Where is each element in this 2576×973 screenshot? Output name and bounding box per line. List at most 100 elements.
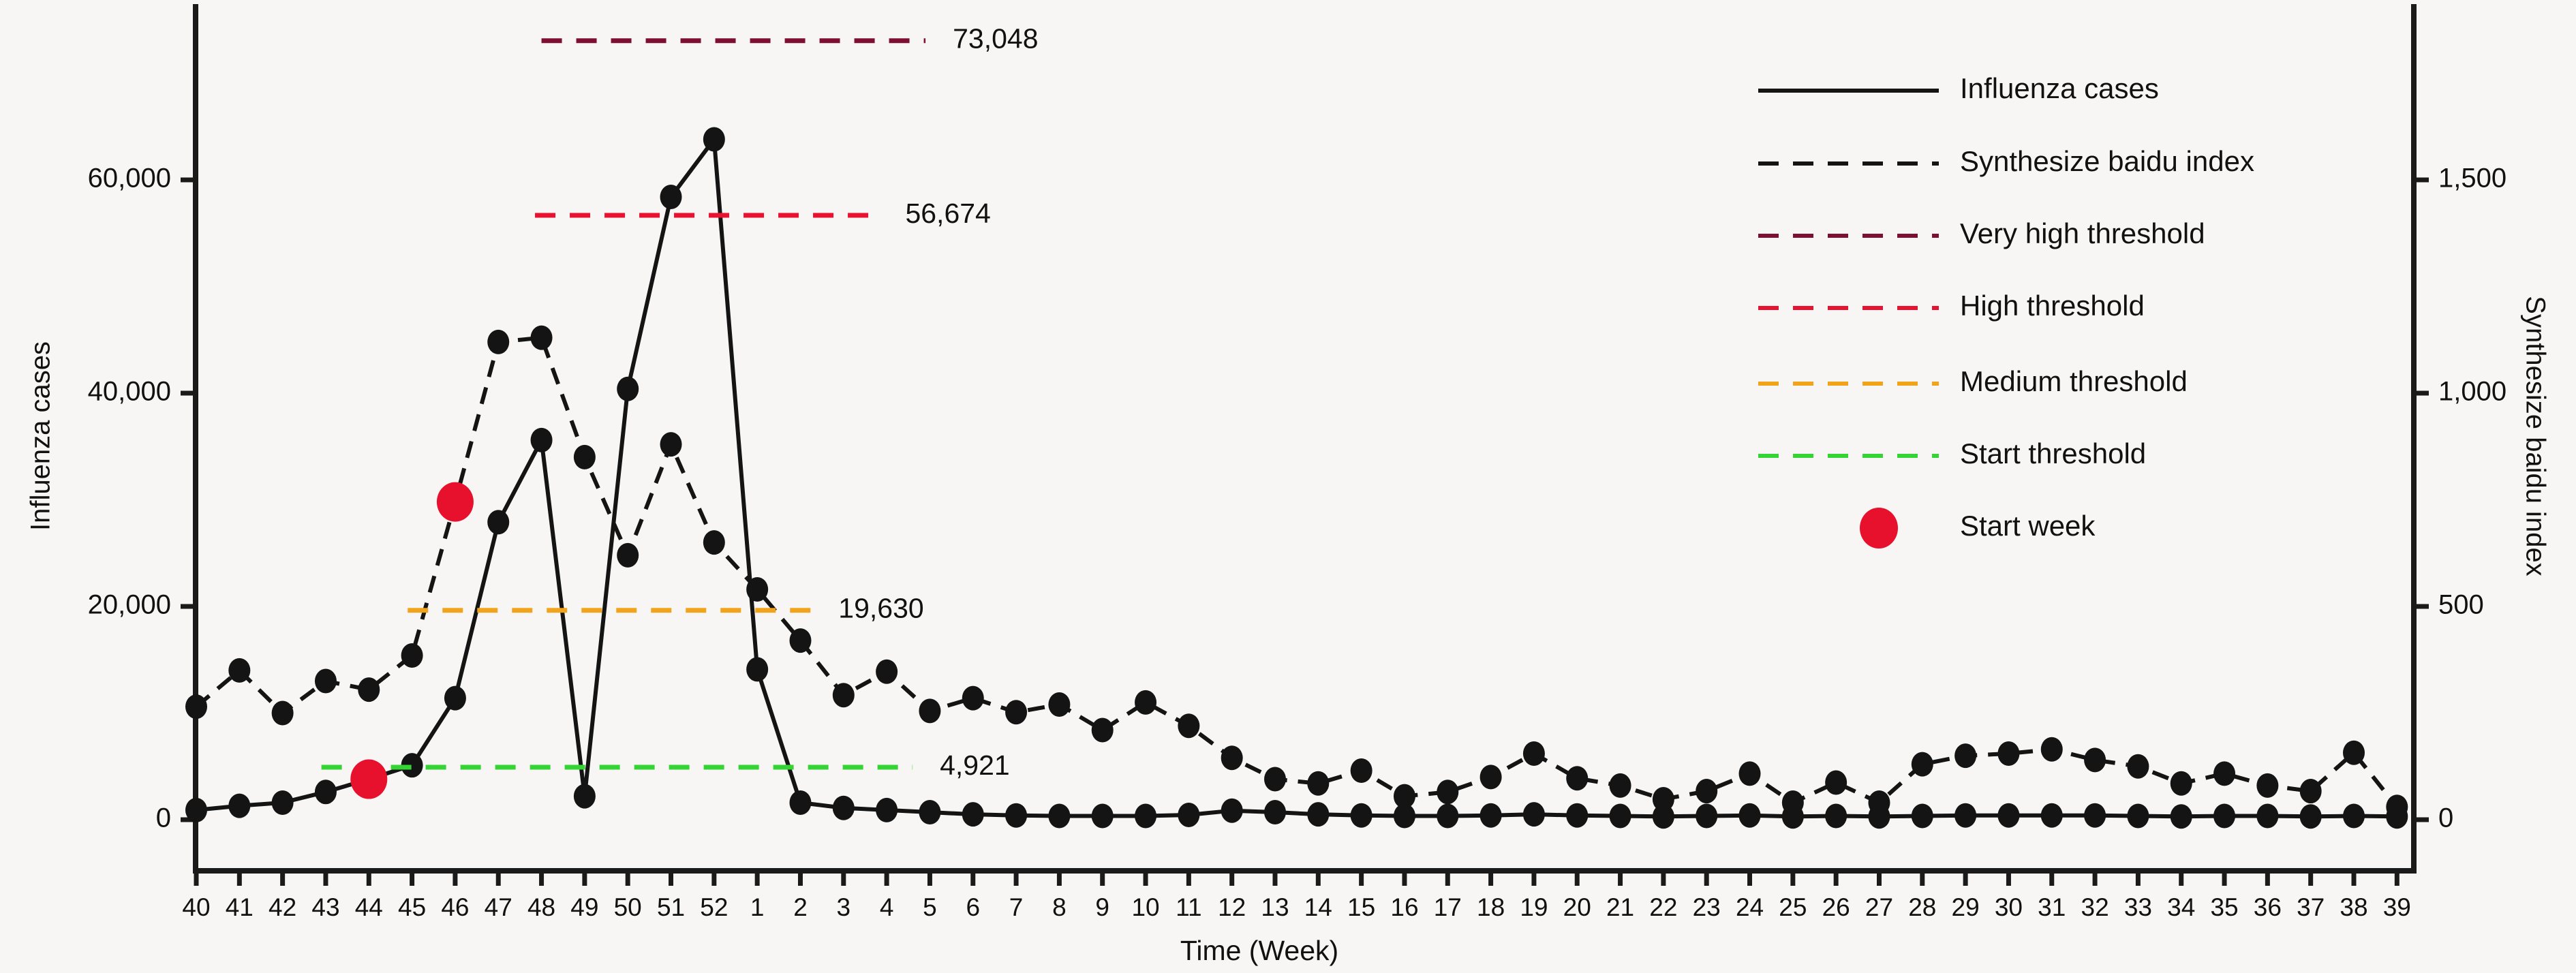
baidu-point-week-2 (789, 628, 812, 653)
x-axis-title: Time (Week) (1180, 935, 1338, 966)
x-tick-label-week-26: 26 (1822, 893, 1850, 921)
x-tick-label-week-19: 19 (1520, 893, 1548, 921)
baidu-index-line (195, 335, 2399, 809)
baidu-point-week-1 (746, 576, 769, 602)
baidu-point-week-13 (1264, 767, 1286, 792)
influenza-point-week-31 (2040, 803, 2063, 828)
influenza-point-week-10 (1135, 803, 1157, 829)
baidu-point-week-25 (1781, 790, 1804, 815)
x-tick-label-week-17: 17 (1434, 893, 1462, 921)
baidu-point-week-14 (1307, 771, 1330, 796)
x-tick-label-week-18: 18 (1477, 893, 1505, 921)
influenza-point-week-52 (703, 127, 725, 152)
legend: Influenza cases Synthesize baidu index Ver… (1758, 72, 2254, 549)
x-tick-label-week-4: 4 (880, 893, 894, 921)
baidu-point-week-49 (573, 444, 596, 469)
influenza-point-week-28 (1911, 803, 1933, 829)
baidu-point-week-8 (1048, 692, 1071, 717)
influenza-point-week-14 (1307, 802, 1330, 827)
x-tick-label-week-47: 47 (485, 893, 512, 921)
x-tick-label-week-8: 8 (1052, 893, 1067, 921)
baidu-point-week-4 (876, 659, 898, 684)
legend-label-very-high-threshold: Very high threshold (1960, 217, 2205, 249)
x-tick-label-week-15: 15 (1347, 893, 1375, 921)
x-tick-label-week-3: 3 (837, 893, 851, 921)
y-right-tick-label: 500 (2438, 590, 2484, 620)
influenza-point-week-17 (1437, 803, 1459, 829)
x-tick-label-week-21: 21 (1606, 893, 1634, 921)
baidu-point-week-45 (401, 643, 423, 668)
baidu-point-week-50 (617, 542, 639, 568)
baidu-point-week-20 (1566, 766, 1589, 791)
baidu-point-week-9 (1091, 717, 1114, 743)
x-tick-label-week-38: 38 (2340, 893, 2367, 921)
influenza-point-week-48 (530, 427, 553, 452)
influenza-point-week-49 (573, 784, 596, 809)
x-tick-label-week-6: 6 (966, 893, 980, 921)
influenza-point-week-47 (487, 510, 510, 535)
legend-label-influenza-cases: Influenza cases (1960, 72, 2159, 104)
y-right-tick-label: 1,000 (2438, 377, 2506, 407)
influenza-point-week-32 (2084, 803, 2106, 828)
y-left-tick-label: 0 (156, 803, 171, 833)
influenza-point-week-35 (2213, 803, 2236, 829)
baidu-point-week-24 (1738, 761, 1761, 786)
baidu-point-week-11 (1178, 713, 1200, 739)
start-week-marker-week-44 (350, 759, 388, 799)
x-tick-label-week-28: 28 (1908, 893, 1936, 921)
influenza-point-week-30 (1997, 803, 2020, 828)
legend-label-medium-threshold: Medium threshold (1960, 365, 2188, 397)
influenza-point-week-9 (1091, 803, 1114, 829)
influenza-point-week-45 (401, 753, 423, 778)
baidu-point-week-52 (703, 530, 725, 555)
x-tick-label-week-11: 11 (1176, 893, 1201, 921)
x-tick-label-week-33: 33 (2124, 893, 2152, 921)
x-tick-label-week-1: 1 (750, 893, 765, 921)
x-tick-label-week-22: 22 (1649, 893, 1677, 921)
threshold-label-start-threshold: 4,921 (940, 750, 1010, 781)
x-tick-label-week-35: 35 (2210, 893, 2238, 921)
x-tick-label-week-32: 32 (2081, 893, 2109, 921)
baidu-point-week-28 (1911, 752, 1933, 777)
baidu-point-week-42 (271, 700, 294, 726)
y-left-tick-label: 20,000 (88, 590, 171, 620)
influenza-point-week-50 (617, 376, 639, 401)
baidu-point-week-10 (1135, 690, 1157, 715)
influenza-point-week-3 (832, 795, 855, 820)
influenza-point-week-1 (746, 657, 769, 682)
start-week-marker-week-46 (436, 482, 474, 522)
x-tick-label-week-10: 10 (1131, 893, 1159, 921)
baidu-point-week-16 (1393, 784, 1415, 809)
influenza-point-week-41 (228, 793, 251, 818)
x-tick-label-week-39: 39 (2383, 893, 2411, 921)
threshold-label-very-high-threshold: 73,048 (953, 23, 1038, 55)
baidu-point-week-30 (1997, 741, 2020, 766)
baidu-point-week-22 (1652, 786, 1674, 812)
influenza-point-week-46 (444, 685, 466, 711)
influenza-point-week-6 (962, 802, 984, 827)
influenza-point-week-22 (1652, 804, 1674, 829)
threshold-label-high-threshold: 56,674 (905, 198, 990, 229)
x-tick-label-week-43: 43 (311, 893, 339, 921)
influenza-point-week-12 (1221, 798, 1243, 823)
legend-label-start-week: Start week (1960, 510, 2096, 542)
x-tick-label-week-14: 14 (1304, 893, 1332, 921)
x-tick-label-week-24: 24 (1736, 893, 1764, 921)
baidu-point-week-33 (2127, 754, 2149, 779)
legend-swatch-dot-start-week (1860, 508, 1898, 549)
influenza-point-week-2 (789, 790, 812, 815)
baidu-point-week-41 (228, 658, 251, 683)
x-tick-label-week-27: 27 (1865, 893, 1893, 921)
influenza-point-week-33 (2127, 803, 2149, 829)
y-right-tick-label: 0 (2438, 803, 2453, 833)
influenza-point-week-29 (1954, 803, 1977, 828)
x-tick-label-week-13: 13 (1261, 893, 1289, 921)
baidu-point-week-5 (919, 698, 941, 724)
influenza-point-week-19 (1522, 802, 1545, 827)
influenza-point-week-23 (1696, 803, 1718, 829)
y-axis-title-left: Influenza cases (26, 341, 56, 531)
x-tick-label-week-50: 50 (614, 893, 642, 921)
x-tick-label-week-16: 16 (1390, 893, 1418, 921)
x-tick-label-week-20: 20 (1563, 893, 1591, 921)
